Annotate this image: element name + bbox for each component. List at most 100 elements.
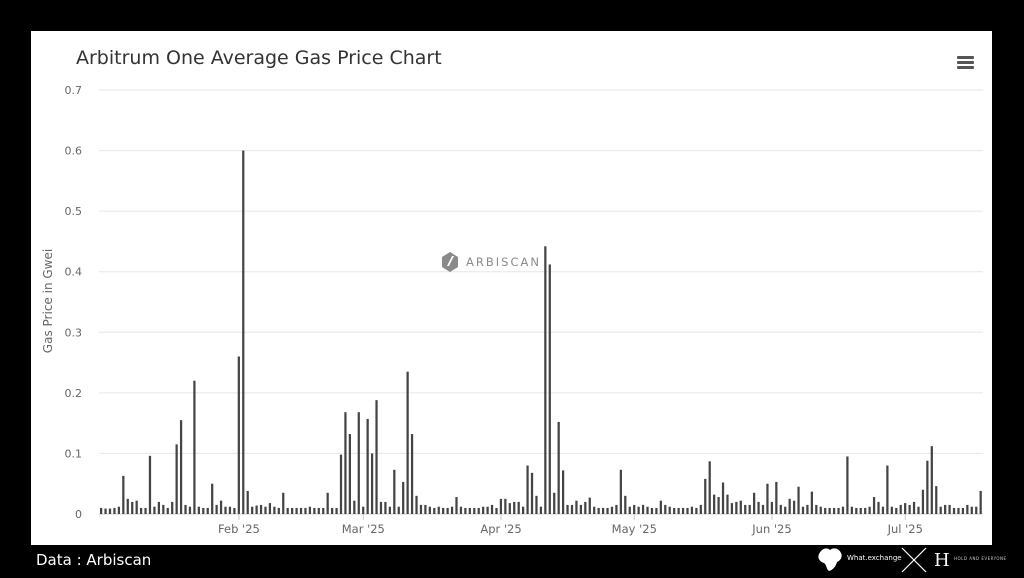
bar[interactable] xyxy=(388,506,391,514)
bar[interactable] xyxy=(526,465,529,514)
bar[interactable] xyxy=(166,507,169,514)
bar[interactable] xyxy=(375,400,378,514)
bar[interactable] xyxy=(117,506,121,514)
bar[interactable] xyxy=(690,506,694,514)
bar[interactable] xyxy=(664,504,667,514)
bar[interactable] xyxy=(850,506,853,514)
bar[interactable] xyxy=(384,501,387,514)
bar[interactable] xyxy=(348,434,351,514)
bar[interactable] xyxy=(419,504,423,514)
bar[interactable] xyxy=(162,504,165,514)
bar[interactable] xyxy=(291,507,294,514)
bar[interactable] xyxy=(748,504,751,514)
bar[interactable] xyxy=(264,506,267,514)
bar[interactable] xyxy=(944,504,947,514)
bar[interactable] xyxy=(921,489,925,514)
bar[interactable] xyxy=(561,470,565,514)
bar[interactable] xyxy=(797,486,800,514)
bar[interactable] xyxy=(486,506,489,514)
bar[interactable] xyxy=(224,506,227,514)
bar[interactable] xyxy=(197,506,200,514)
bar[interactable] xyxy=(299,507,303,514)
bar[interactable] xyxy=(637,506,640,514)
bar[interactable] xyxy=(681,507,685,514)
bar[interactable] xyxy=(770,501,774,514)
bar[interactable] xyxy=(881,506,885,514)
bar[interactable] xyxy=(455,497,458,514)
bar[interactable] xyxy=(553,492,556,514)
bar[interactable] xyxy=(615,504,618,514)
bar[interactable] xyxy=(113,507,116,514)
bar[interactable] xyxy=(610,506,614,514)
bar[interactable] xyxy=(219,500,223,514)
bar[interactable] xyxy=(330,507,334,514)
bar[interactable] xyxy=(202,507,205,514)
bar[interactable] xyxy=(646,506,649,514)
bar[interactable] xyxy=(144,507,147,514)
bar[interactable] xyxy=(246,490,249,514)
bar[interactable] xyxy=(504,498,507,514)
bar[interactable] xyxy=(131,501,134,514)
bar[interactable] xyxy=(952,507,956,514)
bar[interactable] xyxy=(255,505,258,514)
bar[interactable] xyxy=(864,507,867,514)
bar[interactable] xyxy=(175,444,178,514)
bar[interactable] xyxy=(948,504,951,514)
bar[interactable] xyxy=(628,506,631,514)
bar[interactable] xyxy=(539,506,543,514)
bar[interactable] xyxy=(601,507,605,514)
bar[interactable] xyxy=(788,498,791,514)
bar[interactable] xyxy=(171,501,174,514)
bar[interactable] xyxy=(673,507,676,514)
bar[interactable] xyxy=(237,356,240,514)
bar[interactable] xyxy=(317,507,320,514)
bar[interactable] xyxy=(406,371,409,514)
bar[interactable] xyxy=(757,501,760,514)
bar[interactable] xyxy=(339,454,343,514)
bar[interactable] xyxy=(713,494,716,514)
bar[interactable] xyxy=(735,501,738,514)
bar[interactable] xyxy=(366,418,369,514)
bar[interactable] xyxy=(659,500,662,514)
bar[interactable] xyxy=(784,506,787,514)
bar[interactable] xyxy=(837,507,840,514)
bar[interactable] xyxy=(277,507,280,514)
bar[interactable] xyxy=(766,483,769,514)
bar[interactable] xyxy=(584,501,587,514)
bar[interactable] xyxy=(641,504,645,514)
bar[interactable] xyxy=(442,507,445,514)
bar[interactable] xyxy=(979,490,982,514)
bar[interactable] xyxy=(464,507,467,514)
bar[interactable] xyxy=(482,506,485,514)
bar[interactable] xyxy=(100,507,103,514)
bar[interactable] xyxy=(251,506,254,514)
bar[interactable] xyxy=(677,507,680,514)
bar[interactable] xyxy=(557,421,560,514)
bar[interactable] xyxy=(335,507,338,514)
bar[interactable] xyxy=(819,506,822,514)
bar[interactable] xyxy=(468,507,471,514)
bar[interactable] xyxy=(393,469,396,514)
bar[interactable] xyxy=(424,504,427,514)
bar[interactable] xyxy=(570,504,574,514)
bar[interactable] xyxy=(841,506,845,514)
bar[interactable] xyxy=(912,501,916,514)
bar[interactable] xyxy=(761,504,765,514)
bar[interactable] xyxy=(695,507,698,514)
bar[interactable] xyxy=(513,501,516,514)
bar[interactable] xyxy=(415,495,418,514)
bar[interactable] xyxy=(890,506,893,514)
bar[interactable] xyxy=(966,504,969,514)
bar[interactable] xyxy=(855,507,858,514)
bar[interactable] xyxy=(753,492,756,514)
bar[interactable] xyxy=(824,507,827,514)
bar[interactable] xyxy=(157,501,160,514)
bar[interactable] xyxy=(126,498,129,514)
bar[interactable] xyxy=(904,503,907,514)
bar[interactable] xyxy=(215,504,218,514)
bar[interactable] xyxy=(437,506,440,514)
bar[interactable] xyxy=(668,506,671,514)
bar[interactable] xyxy=(961,507,965,514)
bar[interactable] xyxy=(588,497,591,514)
bar[interactable] xyxy=(699,504,702,514)
